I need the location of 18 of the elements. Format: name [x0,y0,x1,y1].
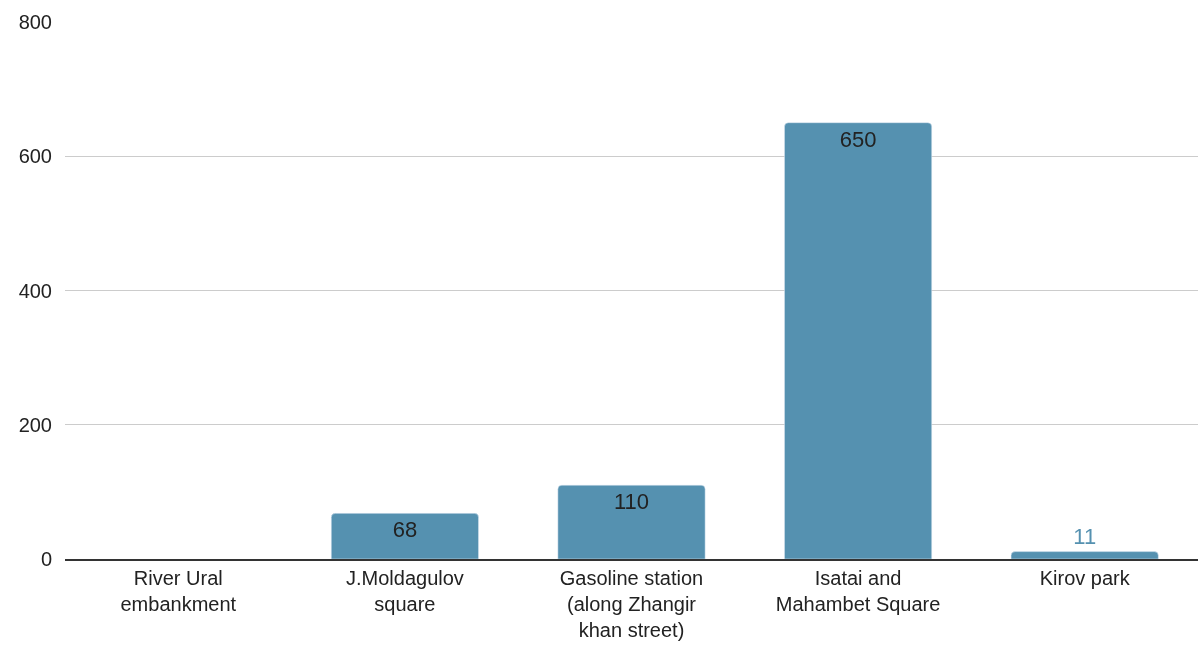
bar [784,122,932,559]
y-tick-label: 400 [18,279,52,302]
y-tick-label: 200 [18,413,52,436]
y-tick-label: 600 [18,145,52,168]
x-tick-label: J.Moldagulov square [345,566,464,615]
data-label: 68 [392,517,418,543]
bar [331,513,479,559]
data-label: 11 [1073,523,1097,549]
data-label: 650 [839,126,877,152]
y-tick-label: 0 [40,548,52,570]
x-tick-label: Gasoline station (along Zhangir khan street) [559,566,704,641]
x-tick-label: River Ural embankment [120,566,237,615]
data-label: 110 [613,489,650,515]
bar [1010,551,1159,559]
bar [557,484,706,559]
x-tick-label: Isatai and Mahambet Square [775,566,941,615]
x-tick-label: Kirov park [1039,566,1131,589]
y-tick-label: 800 [18,11,52,33]
